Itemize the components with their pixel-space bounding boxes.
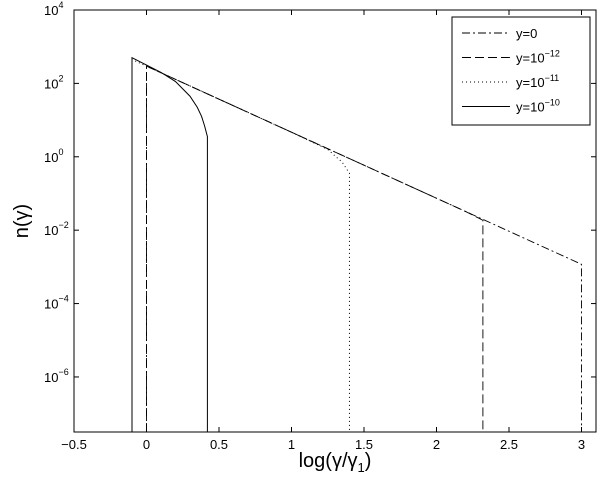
x-axis-label-close: ) — [365, 450, 372, 472]
x-tick-label: 0 — [143, 437, 150, 452]
x-axis-label: log(γ/γ1) — [299, 450, 372, 475]
y-tick-base: 10 — [44, 3, 58, 18]
plot-frame — [73, 9, 597, 433]
y-axis-label: n(γ) — [11, 204, 33, 238]
x-tick-label: 2.5 — [500, 437, 518, 452]
legend-label-exponent: −12 — [545, 49, 560, 59]
y-tick-label: 104 — [44, 0, 63, 18]
x-tick-label: −0.5 — [61, 437, 87, 452]
y-tick-base: 10 — [44, 76, 58, 91]
x-axis-label-sub: 1 — [358, 460, 365, 475]
y-tick-base: 10 — [44, 223, 58, 238]
legend-label-0: y=0 — [516, 26, 537, 41]
y-tick-exponent: 0 — [58, 147, 63, 157]
y-tick-label: 100 — [44, 147, 63, 165]
legend-label-base: y=0 — [516, 26, 537, 41]
x-tick-label: 1.5 — [355, 437, 373, 452]
y-tick-exponent: −2 — [58, 220, 68, 230]
legend-label-3: y=10−10 — [516, 98, 560, 115]
y-tick-label: 102 — [44, 73, 63, 91]
series-layer — [131, 56, 582, 432]
y-tick-base: 10 — [44, 370, 58, 385]
y-tick-exponent: 2 — [58, 73, 63, 83]
y-tick-base: 10 — [44, 297, 58, 312]
y-tick-label: 10−6 — [44, 367, 69, 385]
x-tick-label: 3 — [578, 437, 585, 452]
y-tick-exponent: −4 — [58, 294, 68, 304]
legend-label-base: y=10 — [516, 100, 545, 115]
legend-label-1: y=10−12 — [516, 49, 560, 66]
y-tick-exponent: −6 — [58, 367, 68, 377]
series-line-1 — [146, 65, 484, 432]
legend-label-2: y=10−11 — [516, 73, 559, 90]
x-tick-label: 1 — [288, 437, 295, 452]
legend-label-base: y=10 — [516, 75, 545, 90]
axis-labels: log(γ/γ1) n(γ) — [11, 204, 371, 475]
series-line-2 — [131, 58, 350, 432]
legend-label-exponent: −11 — [545, 73, 560, 83]
y-tick-exponent: 4 — [58, 0, 63, 10]
legend: y=0y=10−12y=10−11y=10−10 — [451, 16, 591, 126]
x-axis-label-main: log(γ/γ — [299, 450, 358, 472]
x-tick-label: 2 — [433, 437, 440, 452]
x-tick-label: 0.5 — [210, 437, 228, 452]
y-tick-base: 10 — [44, 150, 58, 165]
legend-label-base: y=10 — [516, 51, 545, 66]
series-line-3 — [131, 56, 208, 432]
y-tick-label: 10−4 — [44, 294, 69, 312]
y-tick-label: 10−2 — [44, 220, 69, 238]
legend-label-exponent: −10 — [545, 98, 560, 108]
